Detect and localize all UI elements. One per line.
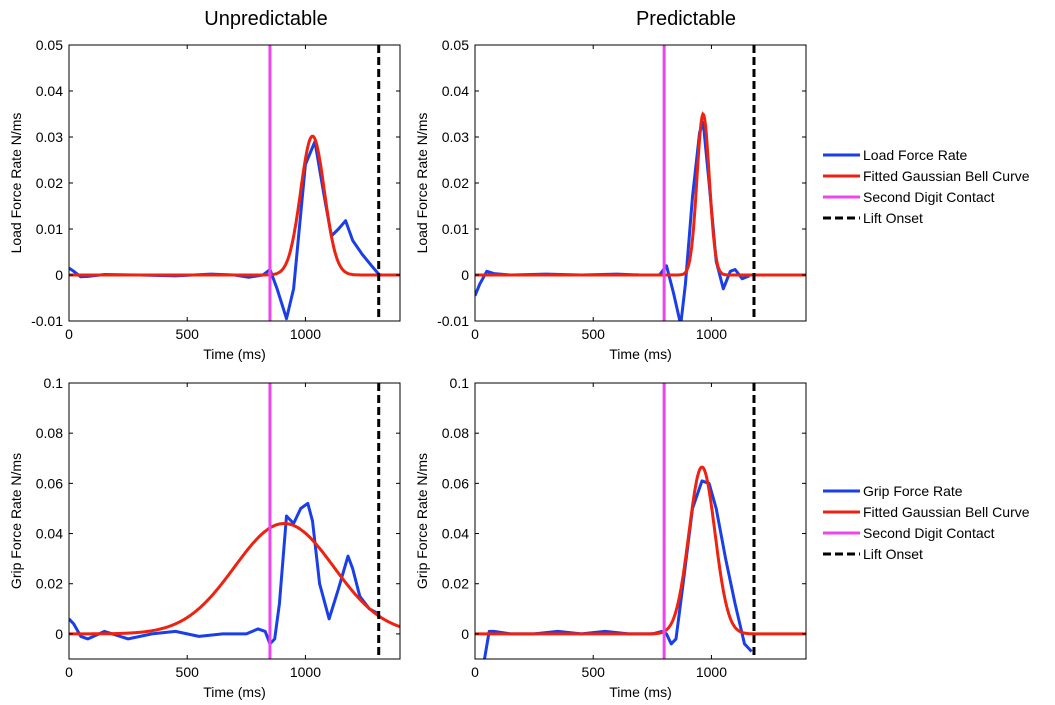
y-tick-label: 0: [55, 267, 63, 283]
legend-label-fitted-gaussian: Fitted Gaussian Bell Curve: [863, 168, 1030, 184]
column-title-predictable: Predictable: [636, 8, 736, 30]
x-tick-label: 0: [471, 326, 479, 342]
y-tick-label: 0.01: [442, 221, 469, 237]
plot-area: [475, 383, 806, 659]
x-tick-label: 0: [471, 664, 479, 680]
y-axis-label: Load Force Rate N/ms: [8, 113, 24, 254]
y-tick-label: 0.04: [442, 83, 469, 99]
y-tick-label: 0.03: [442, 129, 469, 145]
y-tick-label: 0.08: [442, 425, 469, 441]
plot-content: [475, 383, 806, 659]
x-tick-label: 500: [582, 664, 606, 680]
y-tick-label: 0: [461, 267, 469, 283]
plot-area: [475, 45, 806, 321]
y-tick-label: 0.04: [36, 83, 63, 99]
y-tick-label: 0.1: [44, 375, 64, 391]
y-tick-label: 0.1: [450, 375, 470, 391]
y-axis-label: Load Force Rate N/ms: [414, 113, 430, 254]
y-tick-label: 0.02: [36, 175, 63, 191]
series-fitted-gaussian: [475, 111, 806, 277]
plot-area: [69, 383, 400, 659]
plot-content: [69, 383, 400, 659]
y-tick-label: 0.08: [36, 425, 63, 441]
x-tick-label: 500: [176, 326, 200, 342]
legend-label-lift-onset: Lift Onset: [863, 210, 923, 226]
plot-area: [69, 45, 400, 321]
y-tick-label: 0: [55, 626, 63, 642]
plot-content: [69, 45, 400, 321]
x-tick-label: 1000: [290, 664, 321, 680]
y-tick-label: 0.02: [442, 175, 469, 191]
plot-frame: [68, 382, 401, 660]
chart-predictable-grip: 0 500 1000 0 0.02 0.04 0.06 0.08 0.1 Time (ms) Gri…: [414, 375, 807, 700]
y-tick-label: -0.01: [31, 313, 63, 329]
legend-load: Load Force Rate Fitted Gaussian Bell Cur…: [812, 140, 1055, 230]
legend-grip: Grip Force Rate Fitted Gaussian Bell Cur…: [823, 483, 1030, 562]
y-tick-label: 0.04: [442, 526, 469, 542]
chart-unpredictable-grip: 0 500 1000 0 0.02 0.04 0.06 0.08 0.1 Time (ms) Gri…: [8, 375, 401, 700]
x-tick-label: 0: [65, 326, 73, 342]
y-axis-label: Grip Force Rate N/ms: [414, 453, 430, 589]
legend-label-second-digit: Second Digit Contact: [863, 189, 995, 205]
y-tick-label: 0.06: [442, 475, 469, 491]
x-axis-label: Time (ms): [609, 684, 671, 700]
y-tick-label: 0.04: [36, 526, 63, 542]
y-tick-label: -0.01: [437, 313, 469, 329]
x-tick-label: 0: [65, 664, 73, 680]
legend-label-grip-force-rate: Grip Force Rate: [863, 483, 963, 499]
y-tick-label: 0.03: [36, 129, 63, 145]
y-tick-label: 0: [461, 626, 469, 642]
x-axis-label: Time (ms): [203, 346, 265, 362]
x-axis-label: Time (ms): [609, 346, 671, 362]
legend-label-fitted-gaussian: Fitted Gaussian Bell Curve: [863, 504, 1030, 520]
series-fitted-gaussian: [475, 465, 806, 636]
x-tick-label: 1000: [696, 326, 727, 342]
series-fitted-gaussian: [69, 522, 400, 636]
y-tick-label: 0.02: [36, 576, 63, 592]
y-tick-label: 0.06: [36, 475, 63, 491]
y-tick-label: 0.05: [442, 37, 469, 53]
x-tick-label: 500: [176, 664, 200, 680]
plot-frame: [474, 382, 807, 660]
x-tick-label: 500: [582, 326, 606, 342]
legend-label-second-digit: Second Digit Contact: [863, 525, 995, 541]
legend-label-lift-onset: Lift Onset: [863, 546, 923, 562]
y-axis-label: Grip Force Rate N/ms: [8, 453, 24, 589]
column-title-unpredictable: Unpredictable: [204, 8, 327, 30]
series-fitted-gaussian: [69, 134, 400, 277]
y-tick-label: 0.05: [36, 37, 63, 53]
x-axis-label: Time (ms): [203, 684, 265, 700]
legend-label-load-force-rate: Load Force Rate: [863, 147, 967, 163]
x-tick-label: 1000: [290, 326, 321, 342]
x-tick-label: 1000: [696, 664, 727, 680]
plot-content: [475, 45, 806, 321]
y-tick-label: 0.01: [36, 221, 63, 237]
y-tick-label: 0.02: [442, 576, 469, 592]
